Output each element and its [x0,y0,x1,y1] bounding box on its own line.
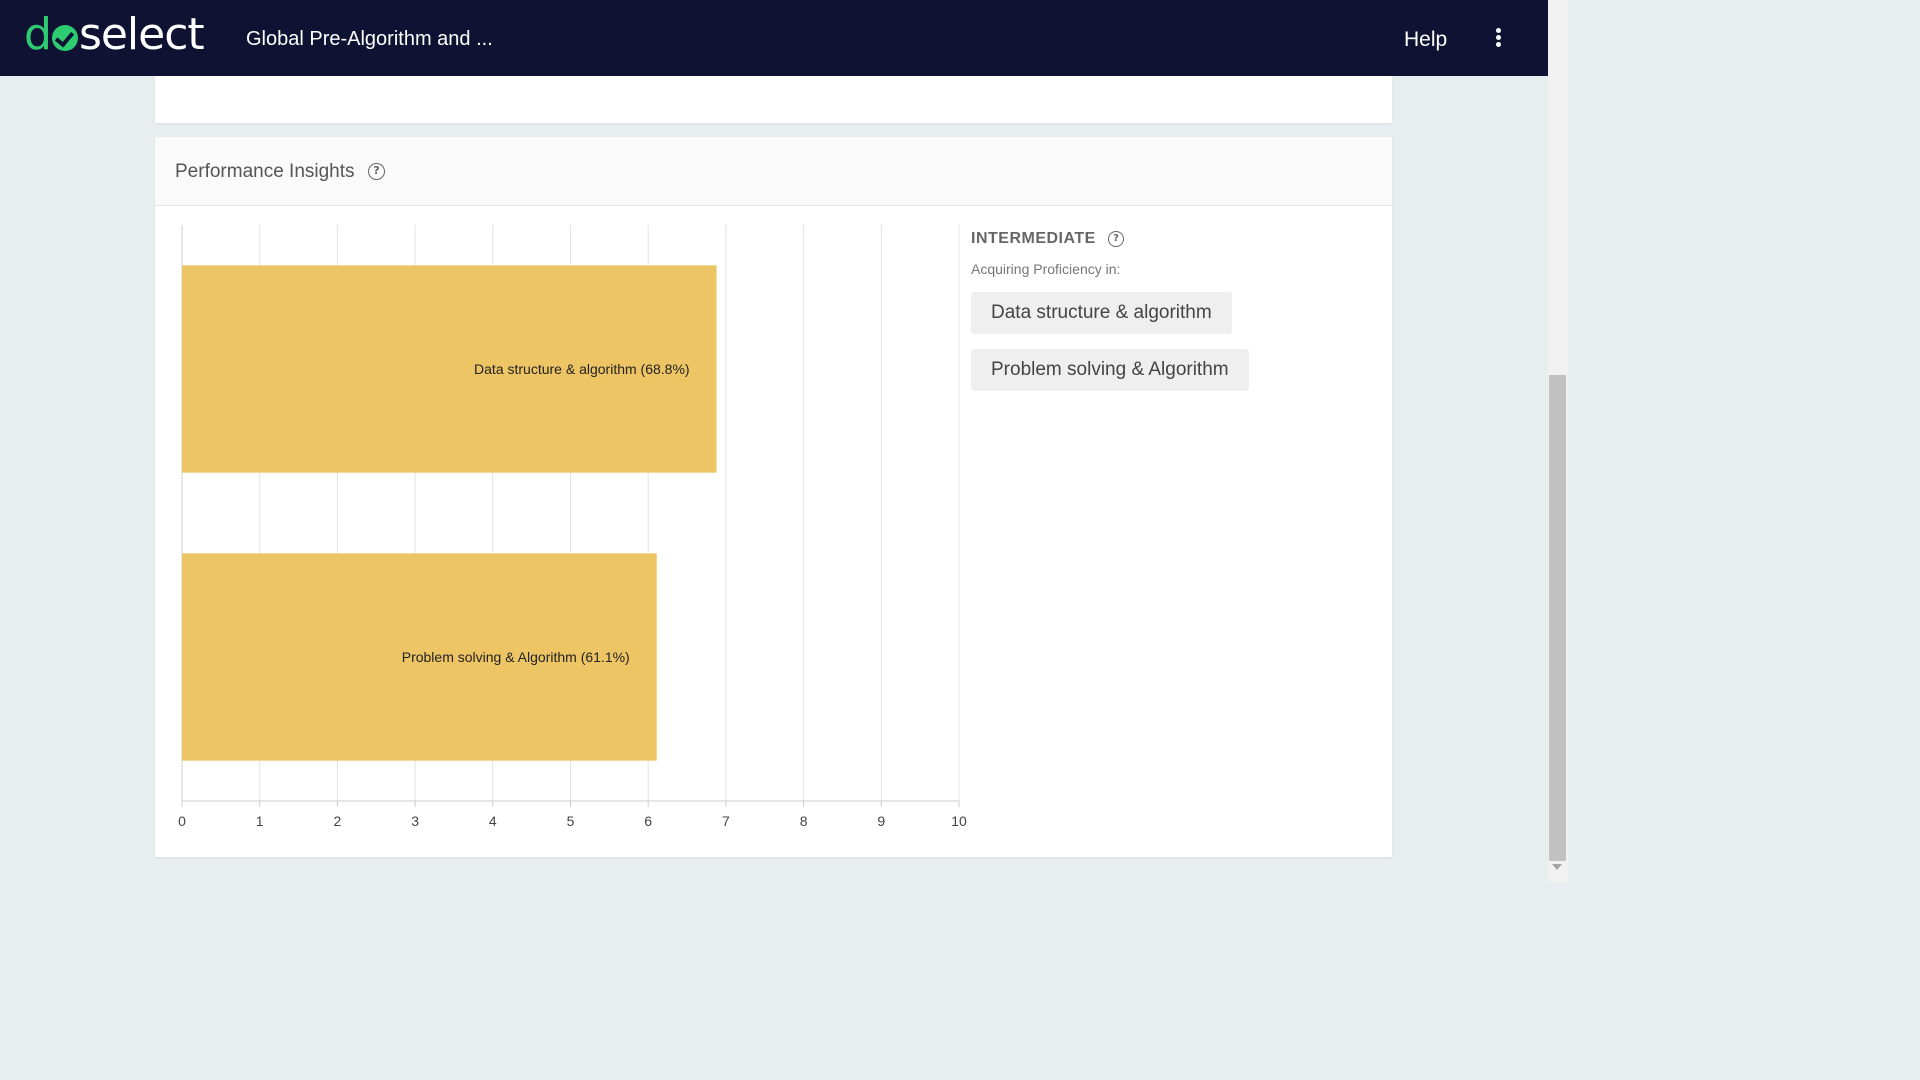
chart-bar[interactable] [182,265,717,473]
logo-check-icon [51,25,78,51]
x-tick-label: 7 [722,813,730,829]
bar-data-label: Problem solving & Algorithm (61.1%) [402,649,630,665]
skill-chip[interactable]: Data structure & algorithm [971,292,1232,334]
previous-section-card [155,76,1392,123]
card-title: Performance Insights [175,161,355,182]
x-tick-label: 8 [800,813,808,829]
x-tick-label: 1 [256,813,264,829]
scroll-down-arrow-icon[interactable] [1552,864,1562,870]
top-bar: d select Global Pre-Algorithm and ... Hel… [0,0,1548,76]
doselect-logo[interactable]: d select [24,9,205,60]
chart-axis: 0 1 2 3 4 5 6 7 8 9 10 [178,800,967,829]
x-tick-label: 2 [334,813,342,829]
help-link[interactable]: Help [1404,28,1448,51]
proficiency-subtext: Acquiring Proficiency in: [971,261,1121,277]
x-tick-label: 5 [567,813,575,829]
scrollbar-thumb[interactable] [1549,375,1566,861]
skills-bar-chart: Data structure & algorithm (68.8%) Proble… [178,225,967,829]
more-options-icon[interactable] [1490,28,1506,50]
x-tick-label: 9 [877,813,885,829]
chart-bars: Data structure & algorithm (68.8%) Proble… [182,265,717,761]
proficiency-level: INTERMEDIATE [971,230,1096,247]
bar-data-label: Data structure & algorithm (68.8%) [474,361,690,377]
question-circle-icon[interactable]: ? [368,163,385,180]
assessment-title: Global Pre-Algorithm and ... [246,28,493,50]
logo-letter: d [24,9,52,60]
x-tick-label: 10 [951,813,967,829]
performance-insights-card: Performance Insights ? Data structure & … [155,137,1392,857]
level-help-icon[interactable]: ? [1108,231,1124,247]
card-header: Performance Insights ? [155,137,1392,206]
skill-chip[interactable]: Problem solving & Algorithm [971,349,1249,391]
x-tick-label: 3 [411,813,419,829]
chart-bar[interactable] [182,553,657,761]
x-tick-label: 4 [489,813,497,829]
logo-wordmark: select [78,9,205,60]
x-tick-label: 0 [178,813,186,829]
x-tick-label: 6 [644,813,652,829]
